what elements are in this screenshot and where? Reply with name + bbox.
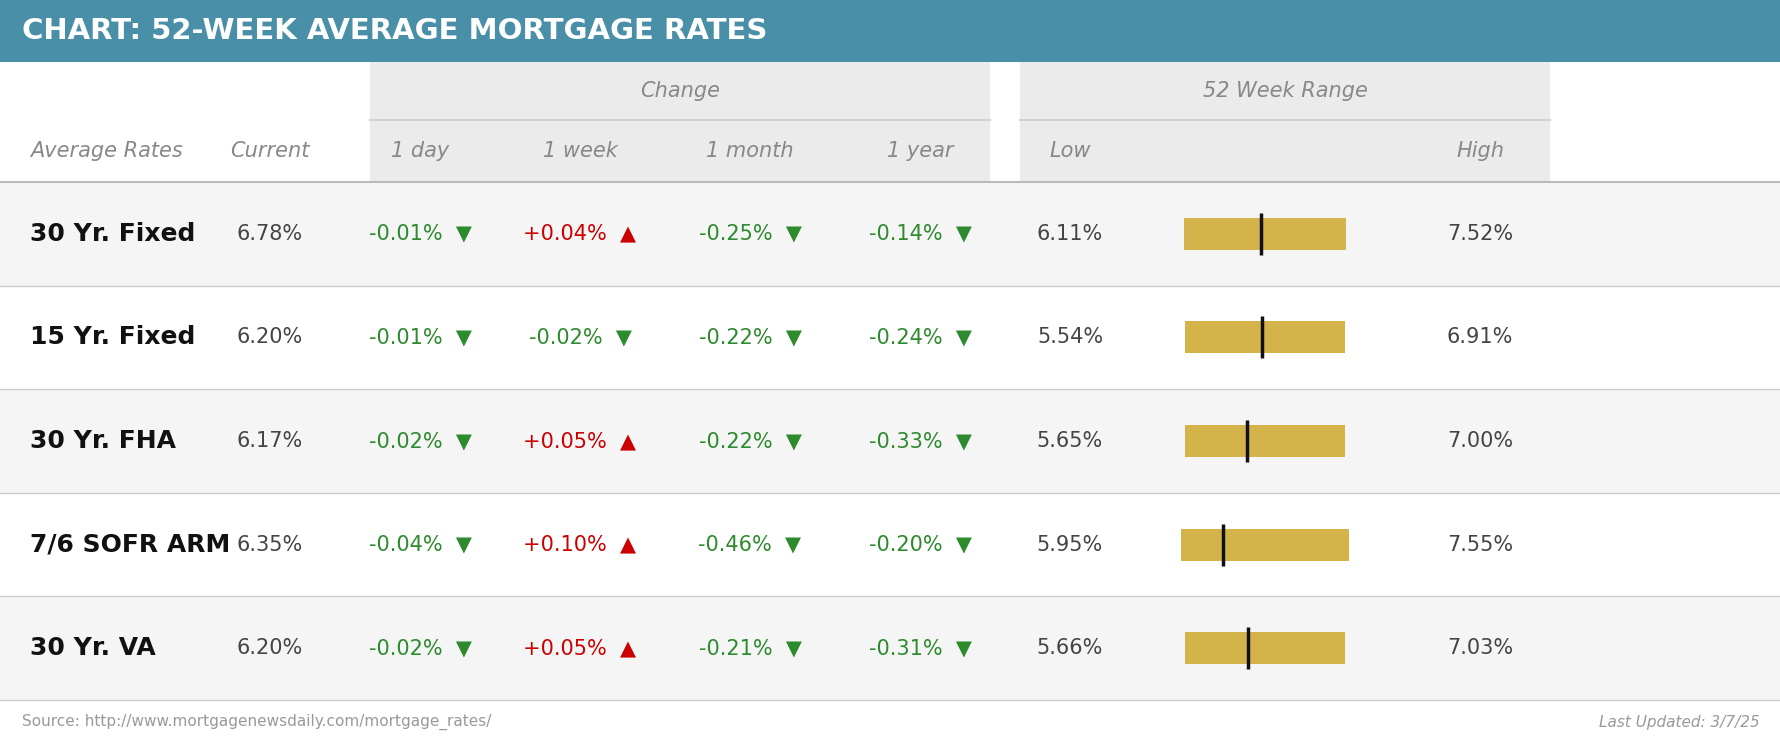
Text: 30 Yr. Fixed: 30 Yr. Fixed [30,222,196,246]
Text: +0.04%  ▲: +0.04% ▲ [523,224,635,244]
Text: 5.65%: 5.65% [1036,431,1102,451]
Text: -0.24%  ▼: -0.24% ▼ [869,328,970,347]
Text: Last Updated: 3/7/25: Last Updated: 3/7/25 [1598,715,1759,730]
FancyBboxPatch shape [1184,217,1346,250]
Text: +0.05%  ▲: +0.05% ▲ [523,431,635,451]
Text: 5.66%: 5.66% [1036,638,1102,658]
Text: 1 month: 1 month [707,141,794,161]
Text: -0.31%  ▼: -0.31% ▼ [869,638,970,658]
FancyBboxPatch shape [0,493,1780,596]
FancyBboxPatch shape [0,286,1780,389]
Text: 6.20%: 6.20% [237,328,303,347]
FancyBboxPatch shape [1185,425,1344,457]
Text: 15 Yr. Fixed: 15 Yr. Fixed [30,326,196,350]
FancyBboxPatch shape [0,0,1780,62]
Text: Change: Change [639,81,719,101]
Text: -0.01%  ▼: -0.01% ▼ [368,328,472,347]
Text: -0.14%  ▼: -0.14% ▼ [869,224,970,244]
Text: -0.01%  ▼: -0.01% ▼ [368,224,472,244]
Text: 7.00%: 7.00% [1445,431,1513,451]
FancyBboxPatch shape [1184,632,1344,664]
Text: -0.46%  ▼: -0.46% ▼ [698,535,801,554]
Text: -0.02%  ▼: -0.02% ▼ [529,328,632,347]
Text: 5.54%: 5.54% [1036,328,1102,347]
Text: 6.17%: 6.17% [237,431,303,451]
FancyBboxPatch shape [370,120,990,182]
Text: 5.95%: 5.95% [1036,535,1102,554]
FancyBboxPatch shape [0,389,1780,493]
Text: -0.21%  ▼: -0.21% ▼ [698,638,801,658]
Text: 6.35%: 6.35% [237,535,303,554]
FancyBboxPatch shape [1184,322,1344,353]
FancyBboxPatch shape [1020,120,1549,182]
FancyBboxPatch shape [370,62,990,120]
Text: Source: http://www.mortgagenewsdaily.com/mortgage_rates/: Source: http://www.mortgagenewsdaily.com… [21,714,491,730]
Text: -0.33%  ▼: -0.33% ▼ [869,431,970,451]
Text: 6.20%: 6.20% [237,638,303,658]
Text: 30 Yr. FHA: 30 Yr. FHA [30,429,176,453]
Text: +0.05%  ▲: +0.05% ▲ [523,638,635,658]
Text: High: High [1456,141,1502,161]
Text: 1 week: 1 week [543,141,618,161]
Text: 52 Week Range: 52 Week Range [1202,81,1367,101]
Text: 6.11%: 6.11% [1036,224,1102,244]
Text: 1 year: 1 year [886,141,952,161]
Text: -0.22%  ▼: -0.22% ▼ [698,328,801,347]
Text: -0.02%  ▼: -0.02% ▼ [368,638,472,658]
Text: Low: Low [1048,141,1089,161]
Text: 30 Yr. VA: 30 Yr. VA [30,636,155,660]
FancyBboxPatch shape [1020,62,1549,120]
Text: +0.10%  ▲: +0.10% ▲ [523,535,635,554]
Text: 6.78%: 6.78% [237,224,303,244]
FancyBboxPatch shape [0,596,1780,700]
Text: 7.52%: 7.52% [1445,224,1513,244]
Text: -0.04%  ▼: -0.04% ▼ [368,535,472,554]
Text: 6.91%: 6.91% [1445,328,1513,347]
Text: -0.22%  ▼: -0.22% ▼ [698,431,801,451]
Text: -0.20%  ▼: -0.20% ▼ [869,535,970,554]
Text: 7.03%: 7.03% [1445,638,1513,658]
FancyBboxPatch shape [1180,529,1347,560]
Text: CHART: 52-WEEK AVERAGE MORTGAGE RATES: CHART: 52-WEEK AVERAGE MORTGAGE RATES [21,17,767,45]
Text: -0.02%  ▼: -0.02% ▼ [368,431,472,451]
Text: 7.55%: 7.55% [1445,535,1513,554]
Text: Average Rates: Average Rates [30,141,183,161]
Text: -0.25%  ▼: -0.25% ▼ [698,224,801,244]
Text: 7/6 SOFR ARM: 7/6 SOFR ARM [30,532,230,556]
FancyBboxPatch shape [0,182,1780,286]
Text: Current: Current [230,141,310,161]
Text: 1 day: 1 day [390,141,449,161]
